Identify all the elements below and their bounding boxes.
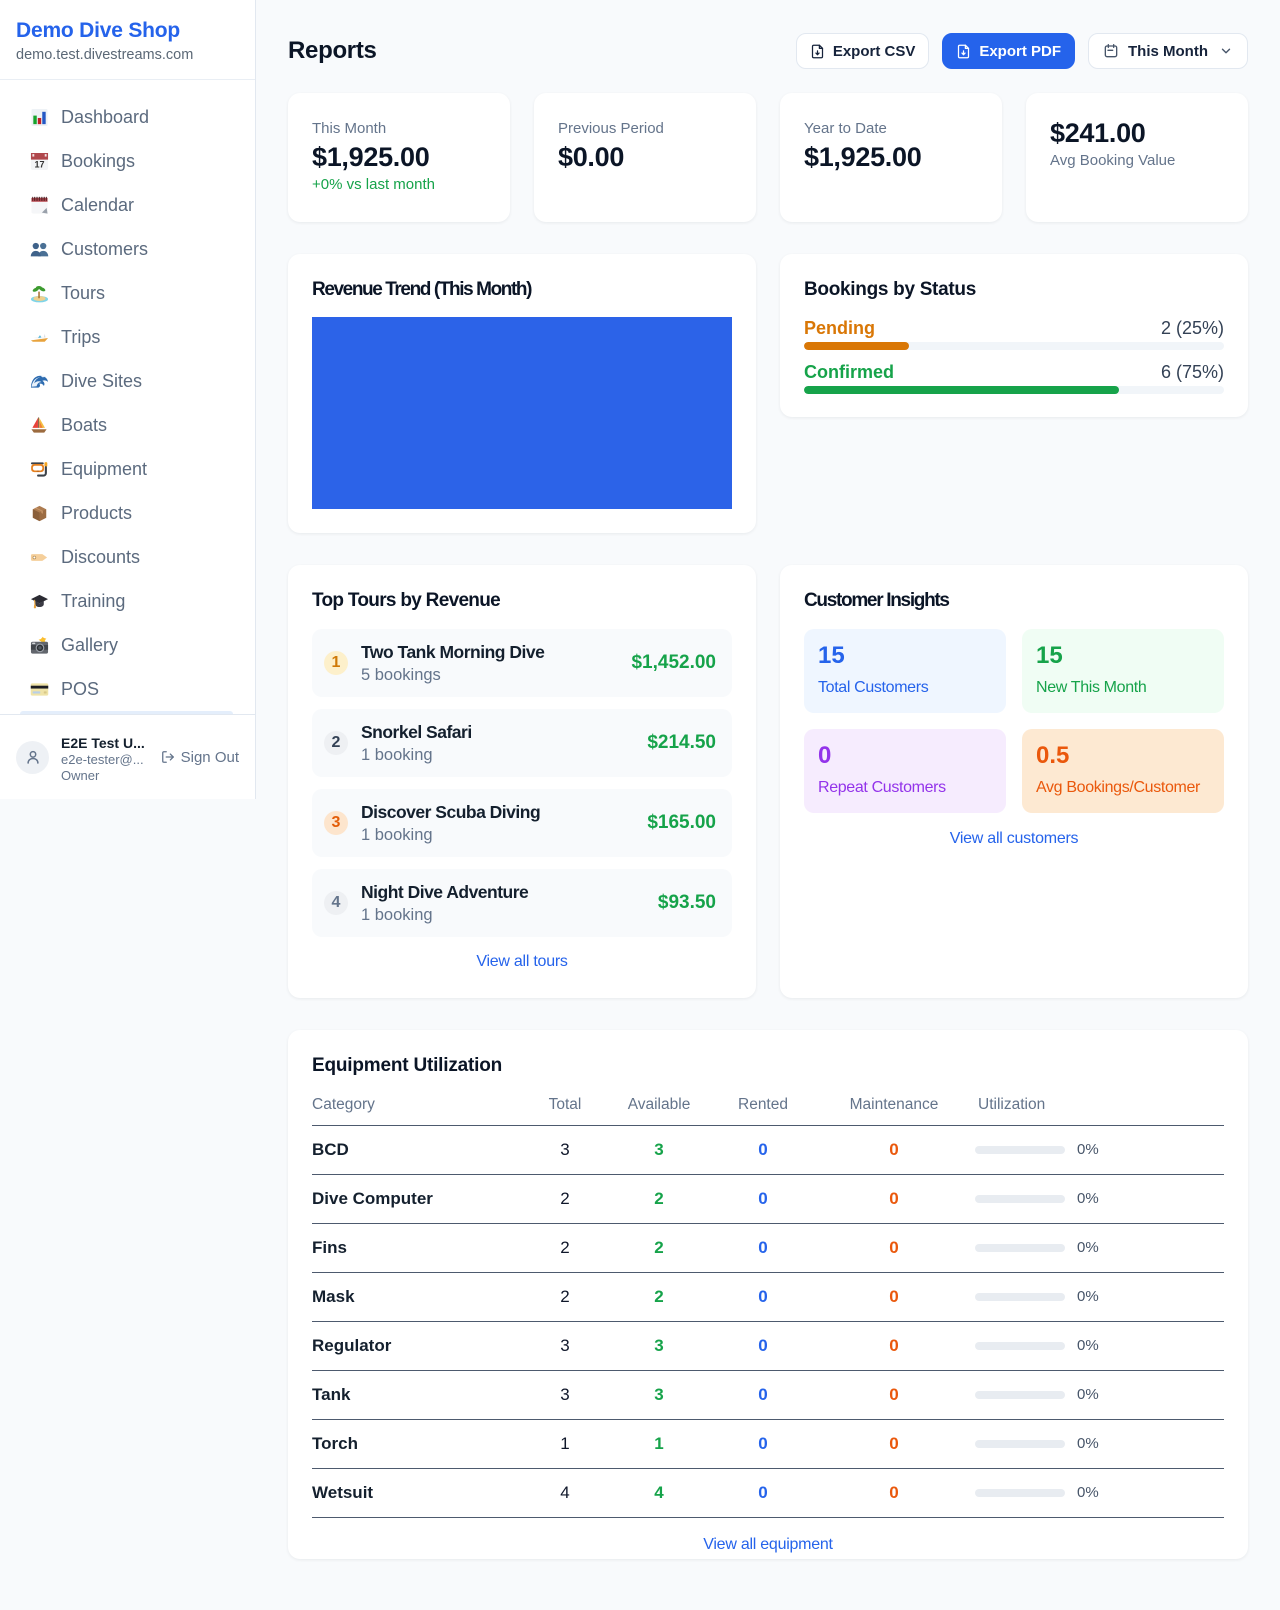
svg-text:17: 17 — [34, 159, 44, 169]
